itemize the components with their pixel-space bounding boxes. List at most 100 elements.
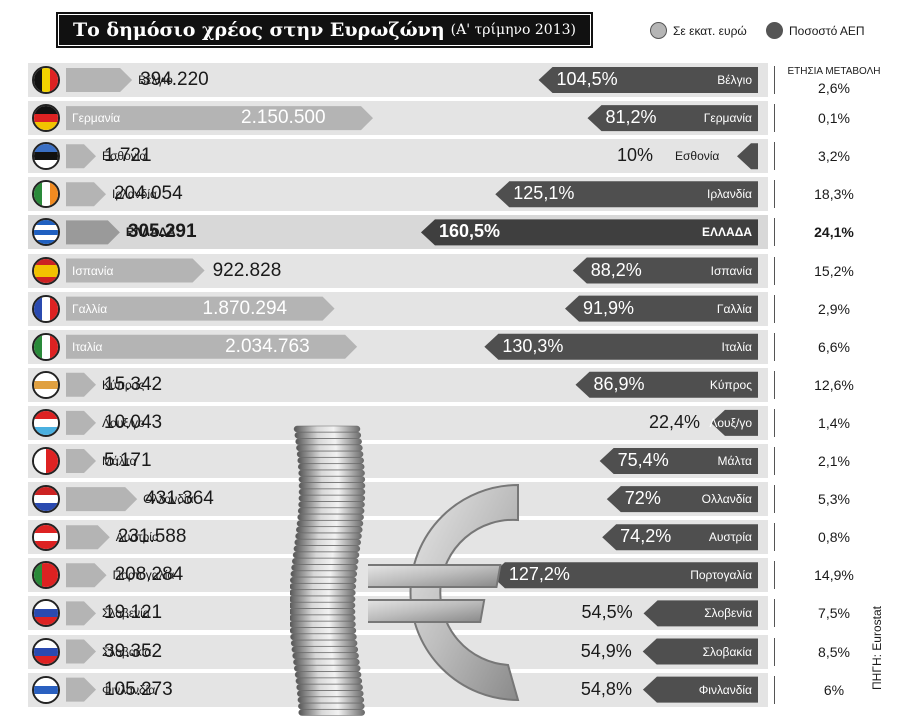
gdp-value: 127,2% [508,564,570,585]
gdp-value: 10% [617,145,654,166]
country-name-gdp: Πορτογαλία [690,568,752,583]
debt-bar [66,639,96,664]
debt-value: 39.352 [104,640,163,662]
country-name-gdp: Βέλγιο [717,73,752,87]
coin-layer [291,564,358,571]
annual-change: 15,2% [814,262,854,279]
row-bracket [768,637,775,666]
flag-slovenia-icon [32,599,60,628]
country-name-gdp: Κύπρος [709,377,752,392]
flag-finland-icon [32,675,60,704]
flag-belgium-icon [32,66,60,94]
country-name-gdp: Ολλανδία [701,492,752,507]
country-name: Σλοβενία [102,606,150,621]
row-bracket [768,332,775,361]
annual-change: 7,5% [818,605,850,622]
gdp-value: 72% [624,488,661,509]
flag-netherlands-icon [32,485,60,514]
coin-layer [290,614,356,622]
country-name-gdp: ΕΛΛΑΔΑ [702,225,752,240]
euro-sign-image [368,483,520,702]
chart-title: Το δημόσιο χρέος στην Ευρωζώνη [73,19,445,41]
coin-layer [296,520,364,527]
flag-slovakia-icon [32,637,60,666]
country-name-gdp: Σλοβακία [702,644,752,659]
legend-swatch-light [650,22,667,39]
annual-change: 0,8% [818,529,850,546]
coin-layer [294,671,362,678]
gdp-bar [572,257,758,284]
coin-layer [296,450,364,458]
coin-layer [298,709,365,716]
coin-layer [292,652,359,660]
debt-bar [66,449,96,473]
gdp-bar [565,295,758,322]
country-name: Φινλανδία [102,682,156,697]
annual-change: 14,9% [814,567,854,584]
gdp-value: 104,5% [556,69,618,89]
annual-change: 24,1% [814,224,854,241]
debt-bar [66,296,335,321]
country-name: Ολλανδία [143,492,194,507]
debt-bar [66,487,138,512]
flag-cyprus-icon [32,370,60,399]
coin-layer [296,526,363,534]
country-name-gdp: Αυστρία [708,530,752,545]
country-name: Γαλλία [72,301,108,316]
coin-layer [291,646,359,653]
flag-ireland-icon [32,180,60,209]
coin-layer [294,539,361,546]
debt-bar [66,677,96,702]
coin-layer [290,608,356,615]
debt-value: 10.043 [104,411,163,433]
country-name-gdp: Γερμανία [703,111,752,126]
gdp-bar [643,600,758,627]
coin-layer [290,576,357,584]
legend-label: Ποσοστό ΑΕΠ [789,23,865,38]
gdp-value: 160,5% [438,221,500,242]
coin-layer [298,482,366,489]
coin-layer [295,532,362,540]
country-name: Λουξ/γο [102,415,145,430]
coin-layer [297,507,365,515]
country-name-gdp: Ιταλία [721,339,752,354]
coin-layer [290,627,357,634]
gdp-bar [484,333,758,360]
flag-portugal-icon [32,561,60,590]
debt-bar [66,334,358,359]
row-bracket [768,408,775,437]
row-bracket [768,142,775,171]
debt-value: 394.220 [140,69,209,90]
coin-layer [297,513,364,521]
debt-bar [66,258,205,283]
table-row [28,405,768,440]
debt-bar [66,68,133,92]
annual-change: 2,1% [818,453,850,469]
debt-value: 19.121 [104,602,163,624]
debt-value: 2.150.500 [241,107,326,129]
gdp-bar [606,486,758,513]
gdp-bar [602,524,758,551]
row-bracket [768,485,775,514]
gdp-value: 125,1% [513,183,575,204]
coin-layer [293,658,360,666]
debt-value: 204.054 [113,183,183,205]
row-bracket [768,599,775,628]
country-name: Βέλγιο [138,73,173,87]
legend-label: Σε εκατ. ευρώ [673,23,747,38]
row-bracket [768,523,775,552]
coin-layer [293,425,361,433]
debt-value: 231.588 [117,526,187,548]
debt-value: 305.291 [127,221,197,243]
flag-germany-icon [32,104,60,133]
gdp-value: 54,5% [581,602,633,623]
country-name-gdp: Φινλανδία [698,682,752,697]
flag-greece-icon [32,218,60,247]
row-bracket [768,561,775,590]
debt-value: 5.171 [104,450,152,471]
coin-layer [298,702,365,710]
gdp-bar [587,105,758,132]
country-name-gdp: Λουξ/γο [709,415,752,430]
coin-layer [290,583,356,590]
